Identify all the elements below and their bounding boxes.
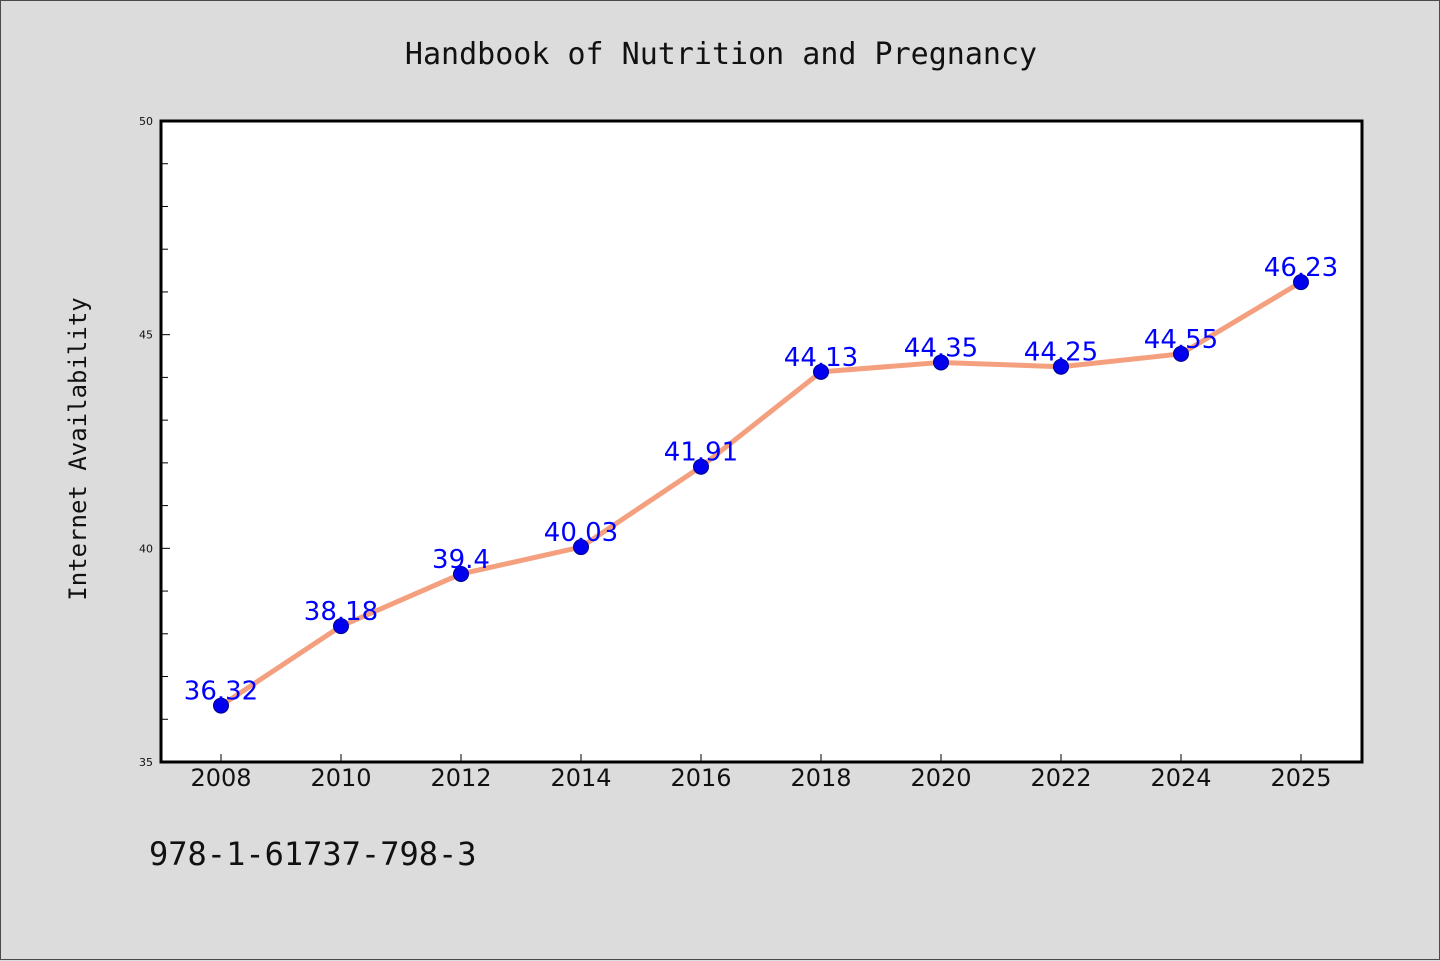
axis-ticks: 35 40 45 50 2008 2010 2012 2014 2016 2018 2020 2022… bbox=[139, 115, 1332, 792]
y-axis-label: Internet Availability bbox=[64, 297, 92, 600]
data-point bbox=[813, 363, 829, 380]
data-label: 40.03 bbox=[544, 518, 618, 548]
data-labels: 36.32 38.18 39.4 40.03 41.91 44.13 44.35 44.25 4… bbox=[184, 253, 1338, 706]
data-label: 38.18 bbox=[304, 597, 378, 627]
data-label: 44.55 bbox=[1144, 325, 1218, 355]
data-points bbox=[213, 274, 1309, 714]
y-tick-label: 45 bbox=[139, 329, 153, 342]
chart-title: Handbook of Nutrition and Pregnancy bbox=[405, 37, 1037, 72]
data-label: 41.91 bbox=[664, 438, 738, 468]
x-tick-label: 2022 bbox=[1030, 764, 1091, 792]
y-tick-label: 50 bbox=[139, 115, 153, 128]
isbn-text: 978-1-61737-798-3 bbox=[149, 835, 477, 873]
data-point bbox=[1053, 358, 1069, 375]
data-label: 39.4 bbox=[432, 545, 490, 575]
y-tick-label: 35 bbox=[139, 756, 153, 769]
x-tick-label: 2008 bbox=[190, 764, 251, 792]
x-tick-label: 2010 bbox=[310, 764, 371, 792]
series-line bbox=[219, 279, 1303, 708]
data-point bbox=[693, 458, 709, 475]
y-tick-label: 40 bbox=[139, 542, 153, 555]
data-label: 44.13 bbox=[784, 343, 858, 373]
x-tick-label: 2024 bbox=[1150, 764, 1211, 792]
data-label: 44.25 bbox=[1024, 338, 1098, 368]
data-point bbox=[213, 697, 229, 714]
x-tick-label: 2012 bbox=[430, 764, 491, 792]
plot-area bbox=[159, 119, 1364, 764]
data-label: 44.35 bbox=[904, 333, 978, 363]
x-tick-label: 2014 bbox=[550, 764, 611, 792]
data-point bbox=[1293, 274, 1309, 291]
data-point bbox=[573, 539, 589, 556]
x-tick-label: 2016 bbox=[670, 764, 731, 792]
data-point bbox=[933, 354, 949, 371]
data-point bbox=[1173, 345, 1189, 362]
x-tick-label: 2020 bbox=[910, 764, 971, 792]
data-label: 46.23 bbox=[1264, 253, 1338, 283]
data-point bbox=[333, 618, 349, 635]
data-label: 36.32 bbox=[184, 677, 258, 707]
data-point bbox=[453, 565, 469, 582]
x-tick-label: 2025 bbox=[1270, 764, 1331, 792]
x-tick-label: 2018 bbox=[790, 764, 851, 792]
